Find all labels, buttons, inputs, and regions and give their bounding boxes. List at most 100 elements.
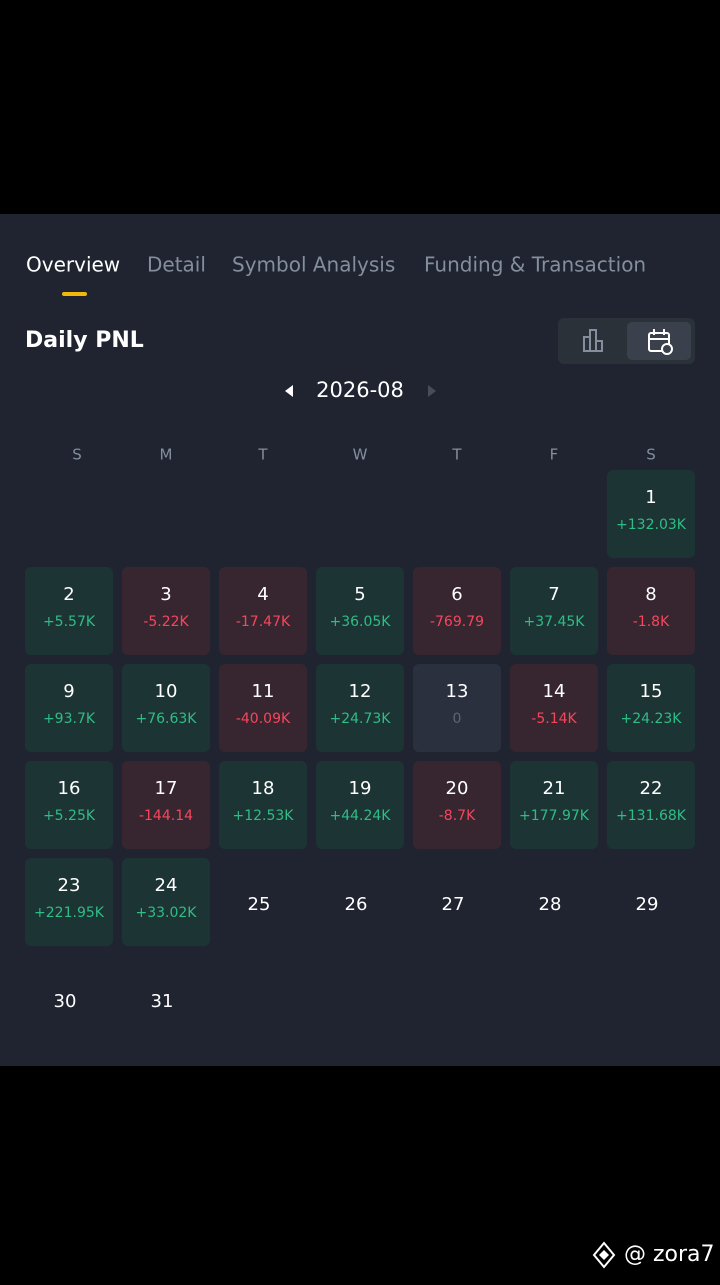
- day-pnl: -8.7K: [439, 808, 476, 824]
- day-number: 2: [63, 584, 74, 605]
- day-cell: [219, 664, 307, 752]
- day-pnl: -144.14: [139, 808, 193, 824]
- day-number: 27: [442, 894, 465, 915]
- weekday-label: F: [550, 446, 559, 464]
- day-cell: [510, 761, 598, 849]
- day-number: 29: [636, 894, 659, 915]
- day-number: 28: [539, 894, 562, 915]
- day-cell: [25, 567, 113, 655]
- tab[interactable]: Overview: [26, 253, 120, 277]
- day-number: 23: [58, 875, 81, 896]
- day-number: 12: [349, 681, 372, 702]
- day-pnl: +76.63K: [136, 711, 198, 727]
- day-pnl: +5.57K: [43, 614, 96, 630]
- day-cell: [219, 567, 307, 655]
- day-number: 11: [252, 681, 275, 702]
- weekday-label: S: [646, 446, 656, 464]
- day-pnl: +93.7K: [43, 711, 96, 727]
- day-pnl: +131.68K: [616, 808, 687, 824]
- day-cell: [316, 567, 404, 655]
- day-pnl: +5.25K: [43, 808, 96, 824]
- day-number: 10: [155, 681, 178, 702]
- day-cell: [607, 761, 695, 849]
- day-number: 31: [151, 991, 174, 1012]
- day-cell: [510, 567, 598, 655]
- day-pnl: +177.97K: [519, 808, 590, 824]
- day-cell: [316, 761, 404, 849]
- day-pnl: -5.14K: [531, 711, 577, 727]
- day-number: 3: [160, 584, 171, 605]
- day-pnl: +221.95K: [34, 905, 105, 921]
- watermark: @ zora7: [592, 1241, 715, 1269]
- day-pnl: -40.09K: [236, 711, 291, 727]
- day-number: 7: [548, 584, 559, 605]
- day-cell: [413, 664, 501, 752]
- chart-view-button[interactable]: [583, 329, 603, 352]
- day-number: 22: [640, 778, 663, 799]
- calendar-view-button[interactable]: [627, 322, 691, 360]
- weekday-label: W: [353, 446, 368, 464]
- weekday-label: S: [72, 446, 82, 464]
- day-pnl: -1.8K: [633, 614, 670, 630]
- month-label: 2026-08: [316, 378, 404, 402]
- day-cell: [510, 664, 598, 752]
- day-cell: [607, 664, 695, 752]
- day-number: 20: [446, 778, 469, 799]
- day-number: 1: [645, 487, 656, 508]
- day-cell: [122, 664, 210, 752]
- day-pnl: -5.22K: [143, 614, 189, 630]
- prev-month[interactable]: [285, 385, 293, 397]
- day-cell: [25, 761, 113, 849]
- day-cell: [413, 567, 501, 655]
- tab[interactable]: Detail: [147, 253, 206, 277]
- next-month[interactable]: [428, 385, 436, 397]
- day-number: 8: [645, 584, 656, 605]
- day-pnl: +132.03K: [616, 517, 687, 533]
- day-cell: [25, 664, 113, 752]
- day-pnl: +36.05K: [330, 614, 392, 630]
- tab[interactable]: Symbol Analysis: [232, 253, 395, 277]
- day-cell: [607, 470, 695, 558]
- day-number: 15: [640, 681, 663, 702]
- day-cell: [122, 858, 210, 946]
- day-number: 24: [155, 875, 178, 896]
- day-pnl: +24.23K: [621, 711, 683, 727]
- day-cell: [316, 664, 404, 752]
- day-cell: [122, 761, 210, 849]
- day-pnl: -17.47K: [236, 614, 291, 630]
- day-number: 5: [354, 584, 365, 605]
- weekday-label: T: [257, 446, 268, 464]
- day-number: 21: [543, 778, 566, 799]
- day-pnl: +33.02K: [136, 905, 198, 921]
- day-number: 25: [248, 894, 271, 915]
- day-number: 17: [155, 778, 178, 799]
- day-number: 6: [451, 584, 462, 605]
- day-cell: [122, 567, 210, 655]
- tab-bar: Overview Detail Symbol Analysis Funding …: [26, 253, 646, 296]
- calendar-icon: [648, 329, 673, 355]
- tab-indicator: [62, 292, 87, 296]
- day-cell: [413, 761, 501, 849]
- calendar: S M T W T F S 1 +132.03K 2 +5.57K 3 -5.22K 4 -17.47K 5 +…: [25, 446, 695, 1012]
- day-pnl: +44.24K: [330, 808, 392, 824]
- weekday-label: T: [451, 446, 462, 464]
- day-pnl: -769.79: [430, 614, 484, 630]
- day-pnl: +24.73K: [330, 711, 392, 727]
- month-nav: 2026-08: [285, 378, 436, 402]
- day-number: 4: [257, 584, 268, 605]
- section-title: Daily PNL: [25, 328, 144, 353]
- tab[interactable]: Funding & Transaction: [424, 253, 646, 277]
- watermark-text: @ zora7: [624, 1242, 715, 1267]
- day-number: 14: [543, 681, 566, 702]
- weekday-label: M: [160, 446, 173, 464]
- day-cell: [219, 761, 307, 849]
- day-number: 13: [446, 681, 469, 702]
- day-number: 26: [345, 894, 368, 915]
- view-toggle: [558, 318, 695, 364]
- day-pnl: +12.53K: [233, 808, 295, 824]
- day-number: 30: [54, 991, 77, 1012]
- day-cell: [607, 567, 695, 655]
- day-cell: [25, 858, 113, 946]
